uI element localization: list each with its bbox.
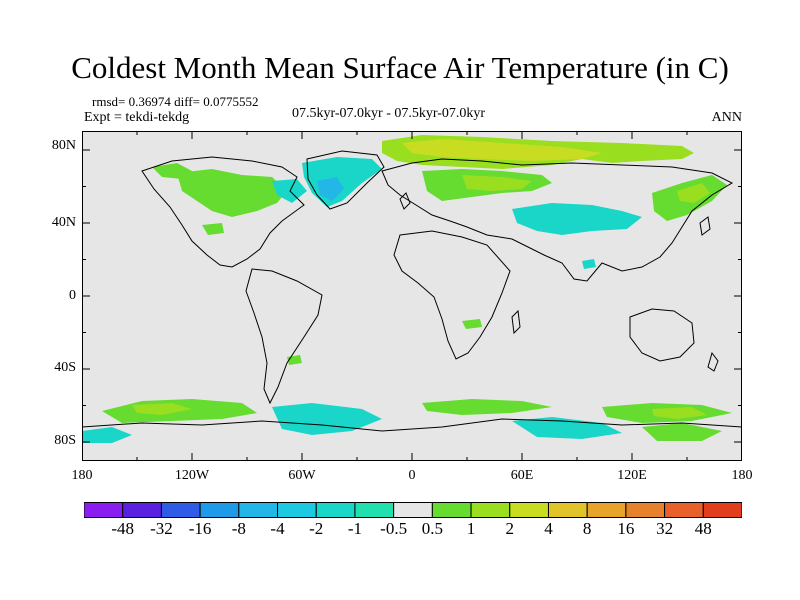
colorbar-box [431, 502, 472, 518]
plot-title: Coldest Month Mean Surface Air Temperatu… [71, 50, 729, 85]
lon-label-180e: 180 [731, 468, 753, 483]
colorbar-label: -4 [270, 519, 285, 538]
colorbar-label: 48 [694, 519, 712, 538]
fill-canada [177, 169, 287, 217]
colorbar-label: 8 [582, 519, 592, 538]
colorbar-label: 1 [466, 519, 476, 538]
colorbar-box [354, 502, 395, 518]
lon-label-0: 0 [408, 468, 416, 483]
lat-label-40n: 40N [51, 215, 76, 230]
colorbar-box [315, 502, 356, 518]
season-label: ANN [711, 110, 742, 125]
axis-ticks [82, 131, 742, 461]
fill-antarctica-green [642, 423, 722, 441]
colorbar-box [84, 502, 124, 518]
coastlines [82, 150, 742, 432]
world-map [82, 131, 742, 461]
fill-antarctica-cyan-2 [512, 417, 622, 439]
colorbar-box [586, 502, 627, 518]
fill-antarctica-cyan [272, 403, 382, 435]
lat-label-0: 0 [69, 288, 76, 303]
colorbar-label: -48 [111, 519, 135, 538]
fill-so-west-yg [132, 403, 192, 415]
colorbar-box [160, 502, 201, 518]
coast-new-zealand [707, 351, 719, 372]
lon-label-60w: 60W [288, 468, 316, 483]
colorbar-box [702, 502, 742, 518]
colorbar-box [509, 502, 549, 518]
period-label: 07.5kyr-07.0kyr - 07.5kyr-07.0kyr [292, 106, 486, 121]
colorbar-box [238, 502, 279, 518]
colorbar-box [470, 502, 511, 518]
colorbar-label: 16 [617, 519, 635, 538]
anomaly-fills [82, 135, 732, 443]
fill-central-asia [512, 203, 642, 235]
rmsd-diff-stats: rmsd= 0.36974 diff= 0.0775552 [92, 94, 259, 109]
fill-patch-af [462, 319, 482, 329]
coast-antarctica [82, 418, 742, 432]
lat-label-40s: 40S [54, 360, 76, 375]
coast-uk [399, 192, 411, 210]
colorbar-box [664, 502, 704, 518]
fill-so-east-yg [652, 407, 707, 419]
fill-so-atl [422, 399, 552, 415]
colorbar-label: 32 [656, 519, 674, 538]
colorbar-label: -32 [150, 519, 173, 538]
colorbar-box [625, 502, 666, 518]
coast-north-america [141, 156, 305, 268]
colorbar-label: 4 [544, 519, 553, 538]
colorbar-label: 2 [505, 519, 515, 538]
lon-label-120e: 120E [617, 468, 647, 483]
lon-label-120w: 120W [174, 468, 210, 483]
coast-australia [629, 308, 695, 362]
fill-baffin-blue [317, 177, 344, 201]
fill-siberia-yg [462, 175, 532, 191]
lat-label-80n: 80N [51, 138, 76, 153]
experiment-label: Expt = tekdi-tekdg [84, 110, 190, 125]
fill-arctic-yellow [402, 139, 602, 161]
coast-eurasia [381, 158, 734, 282]
colorbar-label: -1 [347, 519, 363, 538]
fill-antarctica-west [82, 427, 132, 443]
coast-greenland [306, 150, 385, 210]
coast-south-america [245, 268, 323, 405]
colorbar-label: -2 [309, 519, 324, 538]
colorbar-box [547, 502, 588, 518]
coast-africa [393, 230, 511, 360]
fill-patch-in [582, 259, 596, 269]
colorbar-box [277, 502, 317, 518]
colorbar-label: 0.5 [421, 519, 443, 538]
lon-label-180w: 180 [71, 468, 93, 483]
colorbar-box [199, 502, 240, 518]
fill-alaska [152, 163, 192, 179]
colorbar-label: -0.5 [380, 519, 408, 538]
coast-japan [699, 216, 711, 236]
colorbar-label: -16 [188, 519, 212, 538]
coast-madagascar [511, 309, 521, 335]
colorbar-box [393, 502, 433, 518]
fill-patch-na [202, 223, 224, 235]
lon-label-60e: 60E [510, 468, 534, 483]
colorbar [84, 502, 742, 518]
fill-east-asia-yg [677, 183, 710, 203]
lat-label-80s: 80S [54, 433, 76, 448]
colorbar-box [122, 502, 162, 518]
colorbar-label: -8 [231, 519, 246, 538]
